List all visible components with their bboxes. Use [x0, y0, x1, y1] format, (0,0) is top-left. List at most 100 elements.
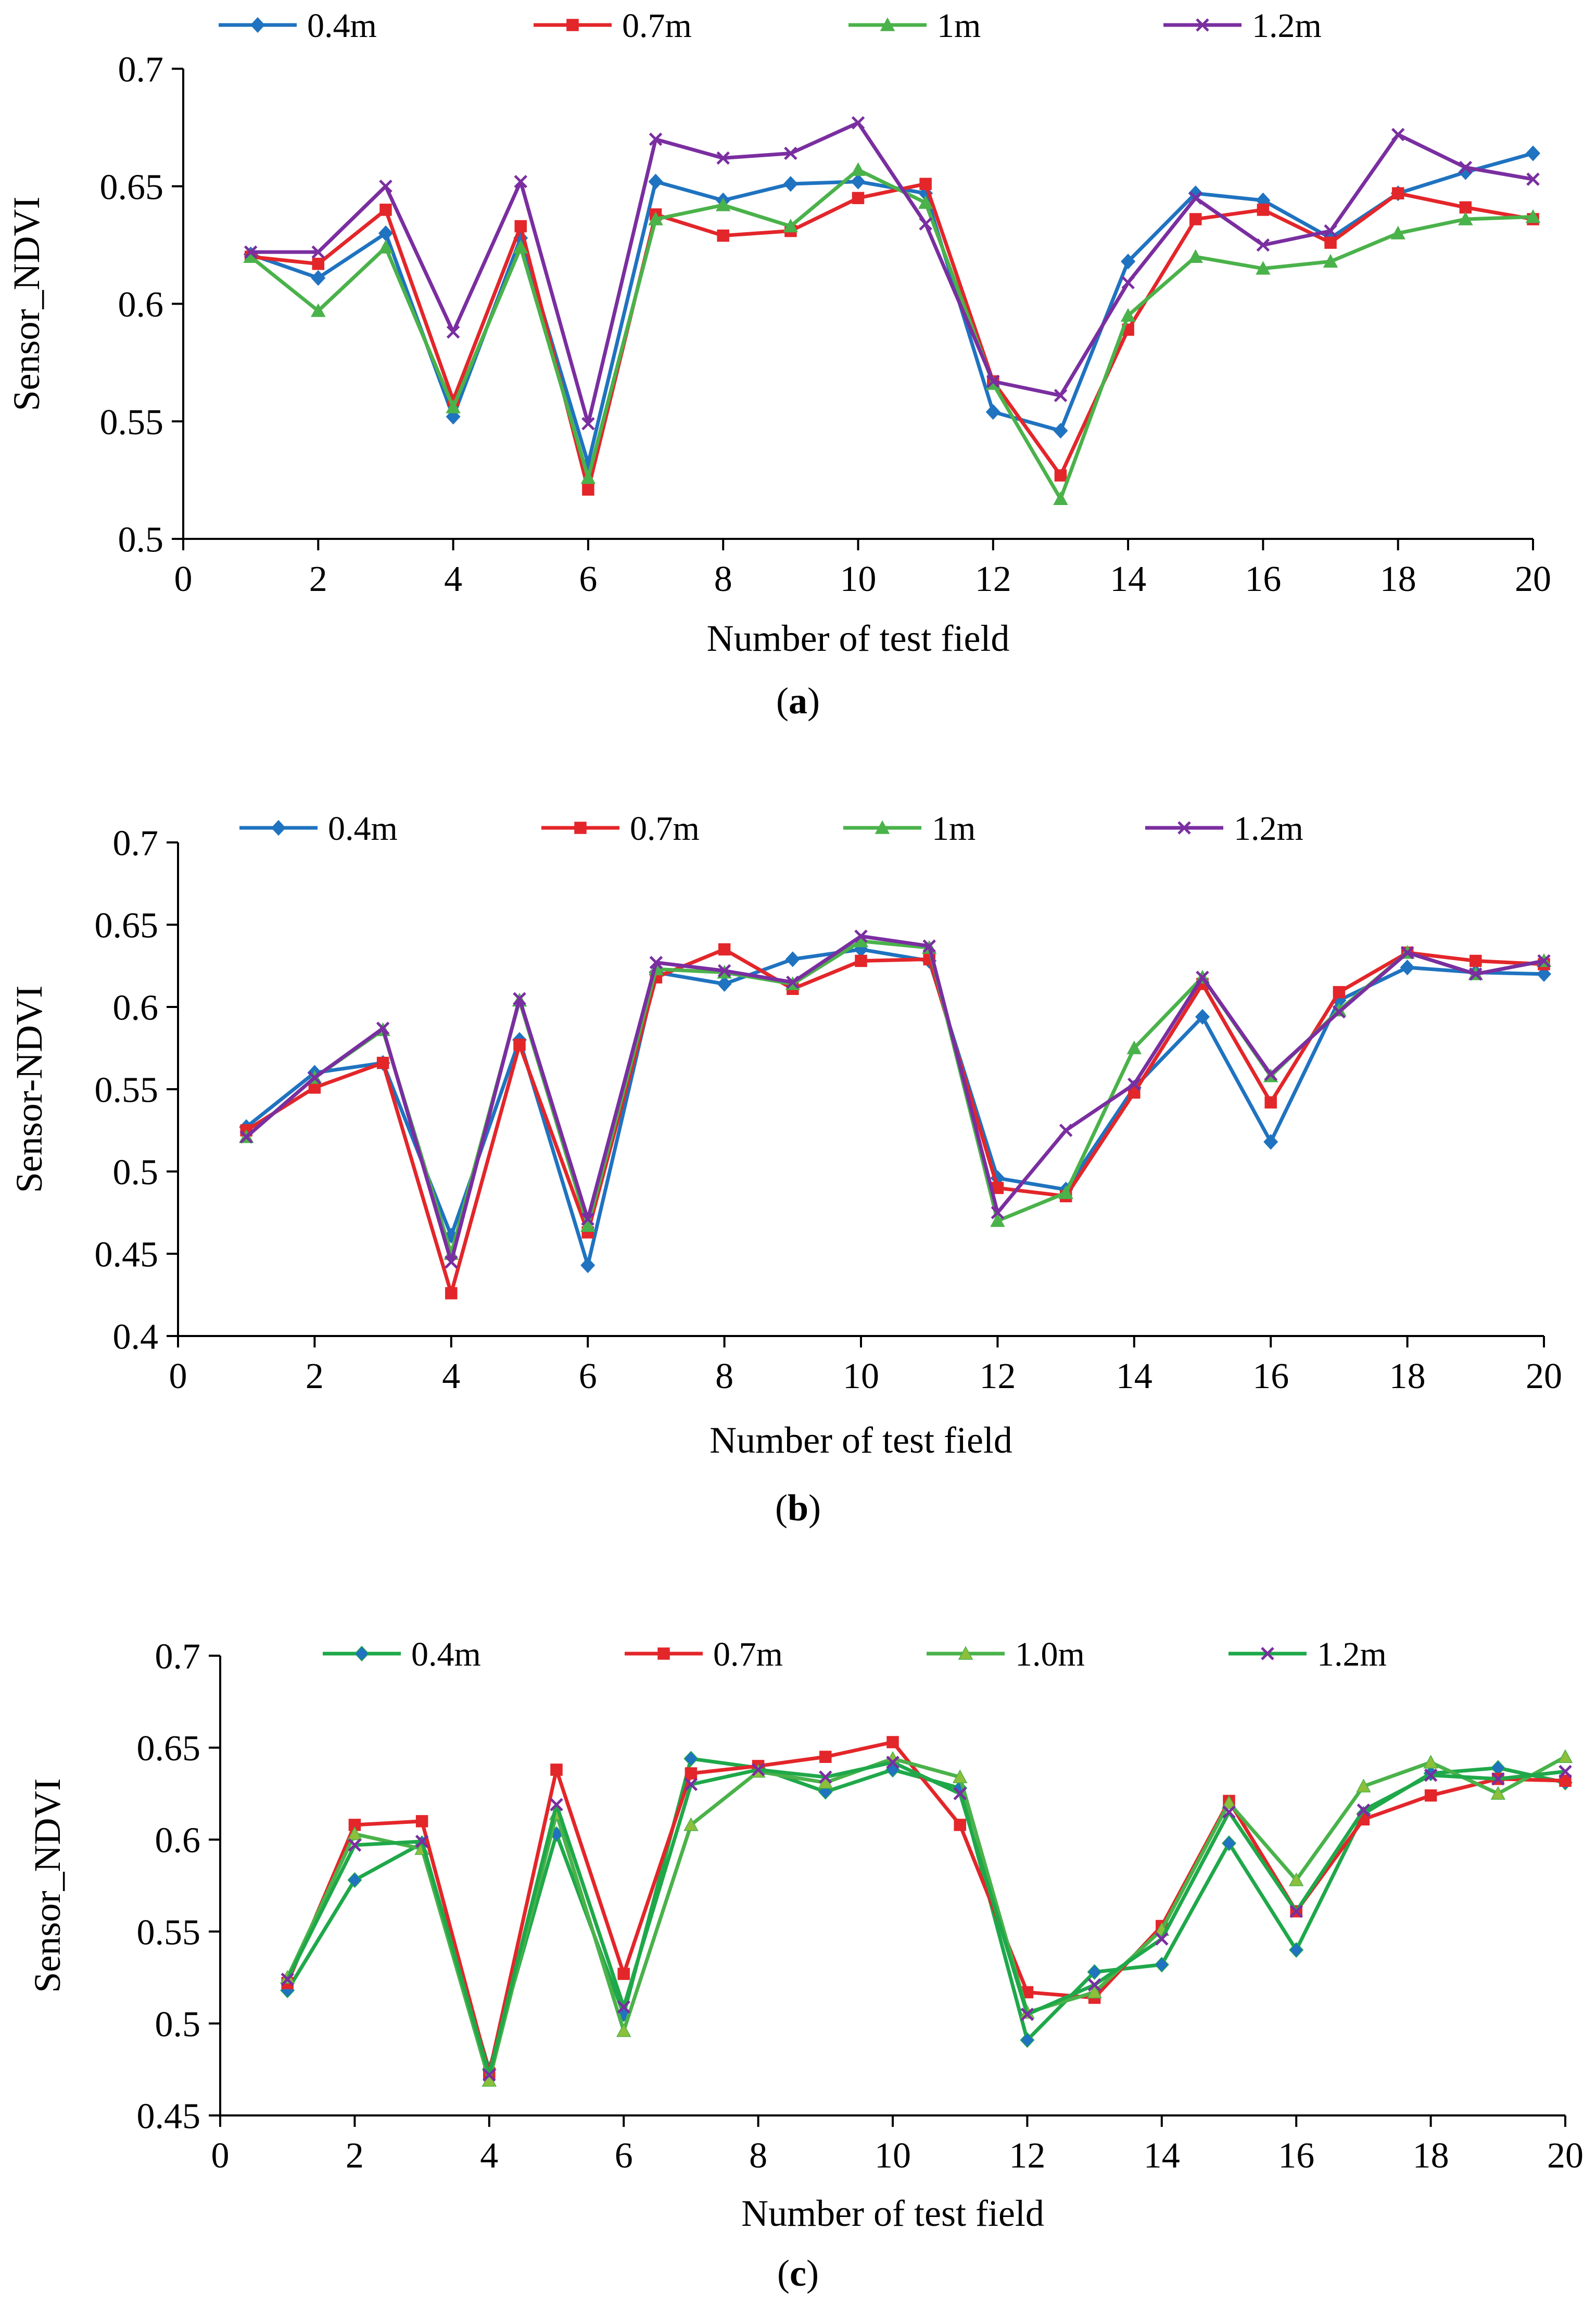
data-point: [1324, 236, 1337, 249]
data-point: [1289, 1942, 1304, 1958]
x-tick-label: 6: [579, 559, 597, 599]
x-tick-label: 18: [1380, 559, 1416, 599]
x-tick-label: 20: [1547, 2136, 1584, 2176]
data-point: [1356, 1779, 1371, 1793]
data-point: [985, 404, 1000, 420]
series-line: [245, 934, 1544, 1264]
series-0.7m: [244, 178, 1539, 496]
data-point: [513, 240, 528, 254]
data-point: [990, 1213, 1005, 1227]
data-point: [785, 951, 800, 967]
data-point: [1128, 1086, 1141, 1099]
data-point: [617, 2000, 630, 2014]
data-point: [1256, 261, 1271, 275]
data-point: [685, 1767, 698, 1780]
data-point: [376, 1056, 389, 1069]
data-point: [1154, 1957, 1169, 1973]
data-point: [1324, 224, 1337, 238]
x-tick-label: 8: [714, 559, 732, 599]
data-point: [717, 229, 729, 242]
y-axis-label: Sensor-NDVI: [8, 986, 50, 1193]
legend-entry: 1.0m: [927, 1635, 1085, 1673]
series-1.2m: [281, 1756, 1572, 2082]
data-point: [308, 1071, 322, 1085]
x-tick-label: 6: [579, 1356, 597, 1396]
data-point: [1128, 1077, 1141, 1091]
legend-swatch-marker: [574, 822, 587, 834]
y-tick-label: 0.65: [95, 906, 159, 946]
x-tick-label: 16: [1245, 559, 1281, 599]
data-point: [783, 176, 798, 192]
data-point: [683, 1817, 699, 1831]
data-point: [1188, 191, 1202, 205]
data-point: [715, 197, 731, 211]
y-tick-label: 0.6: [113, 988, 159, 1028]
y-tick-label: 0.4: [113, 1317, 159, 1357]
legend-swatch-marker: [875, 820, 890, 834]
data-point: [784, 146, 797, 160]
y-tick-label: 0.7: [113, 824, 159, 864]
data-point: [616, 2023, 631, 2037]
data-point: [1390, 225, 1405, 240]
data-point: [716, 151, 730, 165]
x-tick-label: 0: [169, 1356, 187, 1396]
x-tick-label: 12: [975, 559, 1011, 599]
data-point: [819, 1770, 832, 1784]
x-axis-label: Number of test field: [710, 1419, 1012, 1461]
data-point: [1053, 491, 1068, 505]
legend-label: 1m: [932, 810, 976, 848]
data-point: [649, 132, 663, 146]
legend-label: 1.2m: [1252, 7, 1322, 45]
x-tick-label: 16: [1278, 2136, 1314, 2176]
data-point: [550, 1798, 563, 1811]
legend-entry: 1m: [848, 7, 981, 45]
data-point: [580, 470, 596, 484]
data-point: [1256, 238, 1270, 252]
legend-entry: 1.2m: [1163, 7, 1322, 45]
x-tick-label: 4: [480, 2136, 498, 2176]
data-point: [239, 1130, 253, 1144]
data-point: [1424, 1789, 1437, 1802]
legend-label: 1.2m: [1317, 1635, 1387, 1673]
y-tick-label: 0.5: [118, 520, 164, 560]
data-point: [1391, 128, 1405, 142]
x-tick-label: 0: [174, 559, 193, 599]
data-point: [718, 943, 731, 956]
data-point: [348, 1838, 362, 1852]
data-point: [954, 1819, 966, 1831]
x-tick-label: 18: [1389, 1356, 1426, 1396]
legend-swatch-marker: [566, 19, 579, 31]
data-point: [648, 173, 663, 190]
data-point: [1357, 1803, 1371, 1817]
data-point: [717, 964, 731, 978]
panel-label: (c): [777, 2252, 819, 2294]
data-point: [581, 417, 595, 431]
data-point: [1221, 1835, 1237, 1851]
x-tick-label: 16: [1252, 1356, 1289, 1396]
legend-label: 0.7m: [630, 810, 700, 848]
data-point: [1332, 1005, 1346, 1019]
data-point: [347, 1872, 362, 1888]
data-point: [1423, 1755, 1438, 1769]
panel-b-chart: 0.4 0.45 0.5 0.55 0.6 0.65 0.7 0 2 4 6 8 10 12 14 16 18 2…: [8, 810, 1562, 1529]
series-line: [250, 182, 1534, 492]
series-1m: [243, 162, 1541, 505]
data-point: [1526, 172, 1540, 186]
x-tick-label: 4: [444, 559, 462, 599]
data-point: [483, 2068, 496, 2082]
data-point: [1323, 254, 1338, 268]
data-point: [1087, 1984, 1102, 1999]
data-point: [1491, 1772, 1505, 1786]
data-point: [852, 192, 865, 205]
legend-label: 1m: [937, 7, 981, 45]
y-tick-label: 0.6: [118, 285, 164, 325]
data-point: [244, 245, 258, 259]
data-point: [717, 976, 732, 992]
legend-swatch-marker: [1177, 821, 1191, 835]
x-tick-label: 8: [749, 2136, 767, 2176]
y-axis-label: Sensor_NDVI: [27, 1779, 68, 1993]
data-point: [1288, 1872, 1304, 1886]
data-point: [919, 217, 932, 231]
data-point: [311, 270, 326, 286]
data-point: [580, 1218, 596, 1232]
